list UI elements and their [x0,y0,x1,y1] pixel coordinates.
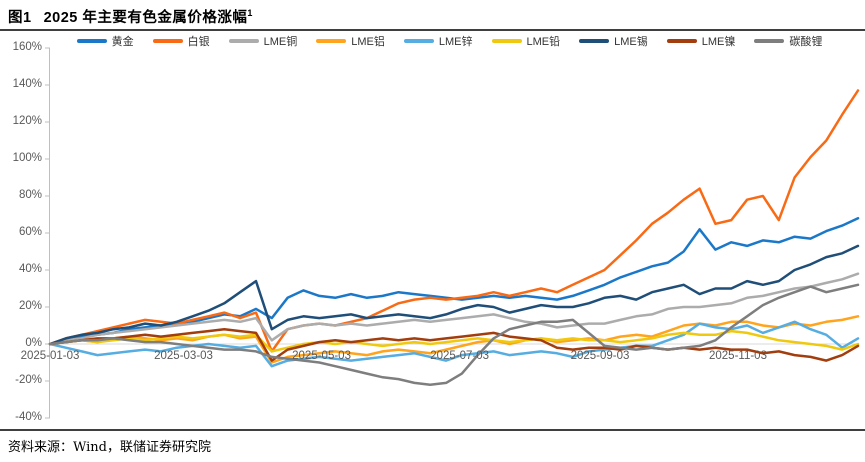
y-tick-label: 40% [18,263,42,275]
series-line-lme-tin [48,244,860,346]
legend-label: 黄金 [111,36,134,48]
legend-item-lithium-carbonate: 碳酸锂 [754,33,822,49]
legend-label: 碳酸锂 [789,36,823,48]
legend-item-lme-tin: LME锡 [579,33,648,49]
legend-item-silver: 白银 [152,33,210,49]
series-line-silver [48,89,860,353]
legend-swatch-lme-nickel [666,39,697,43]
legend-swatch-lithium-carbonate [754,39,785,43]
y-tick-label: 140% [12,78,42,90]
source-text: Wind，联储证券研究院 [73,440,212,455]
legend-item-lme-zinc: LME锌 [403,33,473,49]
figure-title-text: 2025 年主要有色金属价格涨幅 [43,10,248,26]
legend-label: 白银 [187,36,210,48]
series-line-lme-aluminum [48,315,860,364]
x-tick-label: 2025-03-03 [154,350,213,362]
legend-swatch-lme-lead [491,39,522,43]
footer-divider [0,429,865,431]
legend-item-gold: 黄金 [76,33,134,49]
legend-swatch-lme-copper [228,39,259,43]
legend-item-lme-nickel: LME镍 [666,33,736,49]
legend-swatch-gold [76,39,107,43]
figure-title-superscript: 1 [247,8,253,19]
figure-title: 图1 2025 年主要有色金属价格涨幅1 [8,6,253,27]
title-divider [0,29,865,31]
x-tick-label: 2025-05-03 [292,350,351,362]
series-line-lme-zinc [48,320,860,368]
x-tick-label: 2025-07-03 [430,350,490,362]
y-tick-label: 80% [18,189,42,201]
legend-label: LME锡 [614,36,648,48]
legend-swatch-silver [152,39,183,43]
legend-swatch-lme-zinc [403,39,434,43]
series-line-lme-copper [48,272,860,346]
y-tick-label: -20% [15,374,42,386]
legend-label: LME铝 [351,36,385,48]
source-note: 资料来源：Wind，联储证券研究院 [8,436,211,455]
legend-swatch-lme-tin [579,39,610,43]
y-tick-label: 100% [12,152,42,164]
legend-item-lme-copper: LME铜 [228,33,298,49]
legend-item-lme-aluminum: LME铝 [316,33,385,49]
y-tick-label: 20% [18,300,42,312]
y-tick-label: 160% [12,41,42,53]
source-label: 资料来源： [8,440,74,455]
y-tick-label: 60% [18,226,42,238]
legend-label: LME镍 [701,36,736,48]
y-tick-label: 0% [25,337,42,349]
legend-label: LME锌 [438,36,473,48]
legend-label: LME铅 [526,36,561,48]
legend-label: LME铜 [263,36,298,48]
x-tick-label: 2025-01-03 [20,350,80,362]
y-tick-label: 120% [12,115,42,127]
chart-legend: 黄金 白银 LME铜 LME铝 LME锌 LME铅 LME锡 LME镍 碳酸锂 [40,33,859,49]
x-tick-label: 2025-09-03 [570,350,630,362]
x-tick-label: 2025-11-03 [709,350,767,362]
y-tick-label: -40% [15,411,42,423]
series-line-lithium-carbonate [48,283,860,386]
legend-swatch-lme-aluminum [316,39,347,43]
figure-label: 图1 [8,10,32,26]
series-line-lme-nickel [48,327,860,362]
legend-item-lme-lead: LME铅 [491,33,561,49]
